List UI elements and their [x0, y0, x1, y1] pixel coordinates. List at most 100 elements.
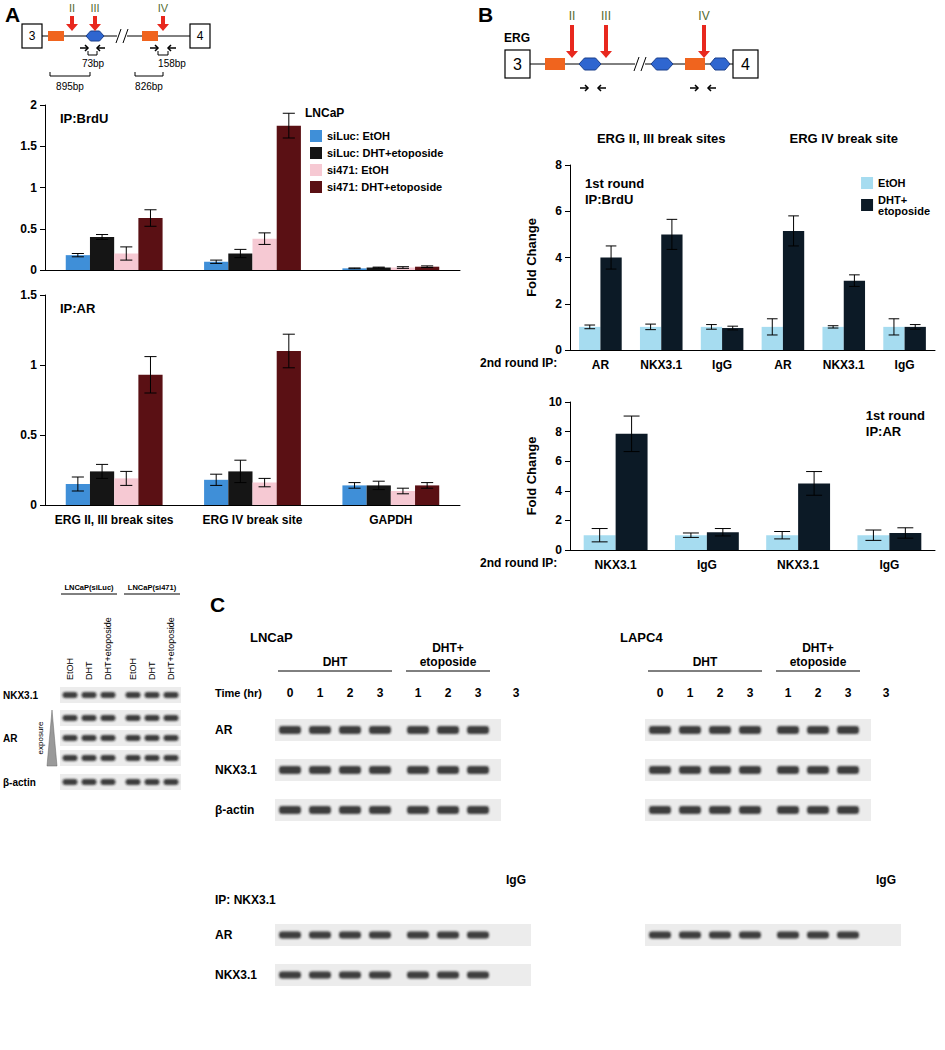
svg-text:4: 4: [741, 56, 750, 73]
svg-text:AR: AR: [592, 358, 610, 372]
svg-text:3: 3: [513, 686, 520, 700]
svg-text:NKX3.1: NKX3.1: [823, 358, 865, 372]
svg-text:DHT+: DHT+: [802, 641, 834, 655]
svg-text:3: 3: [29, 29, 36, 43]
svg-text:LAPC4: LAPC4: [620, 630, 663, 645]
svg-text:DHT: DHT: [693, 655, 718, 669]
svg-text:8: 8: [555, 158, 562, 172]
svg-text:EtOH: EtOH: [878, 177, 906, 189]
svg-text:10: 10: [549, 395, 563, 409]
svg-text:ERG IV break site: ERG IV break site: [790, 131, 898, 146]
svg-text:DHT+: DHT+: [432, 641, 464, 655]
svg-text:β-actin: β-actin: [215, 803, 254, 817]
svg-text:Fold Change: Fold Change: [524, 218, 539, 297]
svg-text:1st round: 1st round: [585, 176, 644, 191]
svg-text:2nd round IP:: 2nd round IP:: [480, 556, 557, 570]
svg-text:1: 1: [317, 686, 324, 700]
svg-text:0: 0: [30, 498, 37, 512]
svg-text:1: 1: [415, 686, 422, 700]
svg-text:1: 1: [30, 181, 37, 195]
svg-text:3: 3: [513, 56, 522, 73]
svg-text:895bp: 895bp: [56, 81, 84, 92]
svg-text:etoposide: etoposide: [878, 205, 930, 217]
svg-text:A: A: [5, 3, 20, 26]
svg-text:etoposide: etoposide: [420, 655, 477, 669]
svg-text:IV: IV: [698, 9, 709, 23]
svg-text:ERG II, III break sites: ERG II, III break sites: [597, 131, 726, 146]
svg-text:2: 2: [347, 686, 354, 700]
svg-text:IgG: IgG: [697, 558, 717, 572]
svg-text:IV: IV: [158, 2, 169, 14]
svg-text:exposure: exposure: [36, 721, 45, 754]
svg-text:4: 4: [197, 29, 204, 43]
svg-text:Time (hr): Time (hr): [215, 687, 262, 699]
svg-text:NKX3.1: NKX3.1: [3, 690, 38, 701]
svg-text:3: 3: [475, 686, 482, 700]
svg-text:2: 2: [445, 686, 452, 700]
svg-text:2: 2: [815, 686, 822, 700]
svg-text:AR: AR: [215, 723, 233, 737]
svg-text:73bp: 73bp: [82, 58, 105, 69]
svg-text:siLuc: DHT+etoposide: siLuc: DHT+etoposide: [327, 147, 443, 159]
svg-text:Fold Change: Fold Change: [524, 437, 539, 516]
svg-text:4: 4: [555, 484, 562, 498]
svg-text:1.5: 1.5: [20, 288, 37, 302]
svg-text:0.5: 0.5: [20, 428, 37, 442]
svg-text:DHT: DHT: [84, 661, 94, 680]
svg-text:III: III: [90, 2, 99, 14]
svg-text:DHT+etoposide: DHT+etoposide: [103, 617, 113, 680]
svg-text:3: 3: [747, 686, 754, 700]
svg-text:0: 0: [555, 343, 562, 357]
svg-text:ERG IV break site: ERG IV break site: [202, 513, 302, 527]
svg-text:6: 6: [555, 454, 562, 468]
svg-text:AR: AR: [3, 733, 18, 744]
svg-text:3: 3: [883, 686, 890, 700]
svg-text:AR: AR: [215, 928, 233, 942]
svg-text:DHT+etoposide: DHT+etoposide: [166, 617, 176, 680]
svg-text:1st round: 1st round: [866, 408, 925, 423]
svg-text:IP:AR: IP:AR: [866, 424, 902, 439]
svg-text:LNCaP: LNCaP: [250, 630, 293, 645]
svg-text:0.5: 0.5: [20, 222, 37, 236]
svg-text:siLuc: EtOH: siLuc: EtOH: [327, 130, 390, 142]
svg-text:1: 1: [687, 686, 694, 700]
svg-text:8: 8: [555, 425, 562, 439]
svg-text:II: II: [69, 2, 75, 14]
svg-text:2: 2: [717, 686, 724, 700]
svg-text:IP:AR: IP:AR: [60, 301, 96, 316]
svg-text:0: 0: [657, 686, 664, 700]
svg-text:0: 0: [287, 686, 294, 700]
svg-text:IP:BrdU: IP:BrdU: [60, 111, 108, 126]
svg-text:826bp: 826bp: [135, 81, 163, 92]
svg-text:IgG: IgG: [879, 558, 899, 572]
svg-text:2nd round IP:: 2nd round IP:: [480, 356, 557, 370]
svg-text:EtOH: EtOH: [65, 658, 75, 680]
svg-text:IP:BrdU: IP:BrdU: [585, 192, 633, 207]
svg-text:1.5: 1.5: [20, 139, 37, 153]
svg-text:NKX3.1: NKX3.1: [640, 358, 682, 372]
svg-text:1: 1: [785, 686, 792, 700]
svg-text:4: 4: [555, 251, 562, 265]
svg-text:III: III: [601, 9, 611, 23]
svg-text:ERG: ERG: [504, 31, 530, 45]
svg-text:LNCaP: LNCaP: [305, 106, 344, 120]
svg-text:NKX3.1: NKX3.1: [777, 558, 819, 572]
svg-text:LNCaP(si471): LNCaP(si471): [128, 583, 177, 592]
svg-text:3: 3: [377, 686, 384, 700]
svg-text:B: B: [478, 3, 493, 26]
svg-text:6: 6: [555, 204, 562, 218]
svg-text:1: 1: [30, 358, 37, 372]
svg-text:C: C: [210, 593, 225, 616]
svg-text:2: 2: [30, 98, 37, 112]
svg-text:0: 0: [30, 263, 37, 277]
svg-text:NKX3.1: NKX3.1: [595, 558, 637, 572]
svg-text:AR: AR: [774, 358, 792, 372]
svg-text:2: 2: [555, 513, 562, 527]
svg-text:3: 3: [845, 686, 852, 700]
svg-text:LNCaP(siLuc): LNCaP(siLuc): [64, 583, 114, 592]
svg-text:IgG: IgG: [895, 358, 915, 372]
svg-text:158bp: 158bp: [158, 58, 186, 69]
svg-text:2: 2: [555, 297, 562, 311]
svg-text:NKX3.1: NKX3.1: [215, 763, 257, 777]
svg-text:IgG: IgG: [876, 873, 896, 887]
